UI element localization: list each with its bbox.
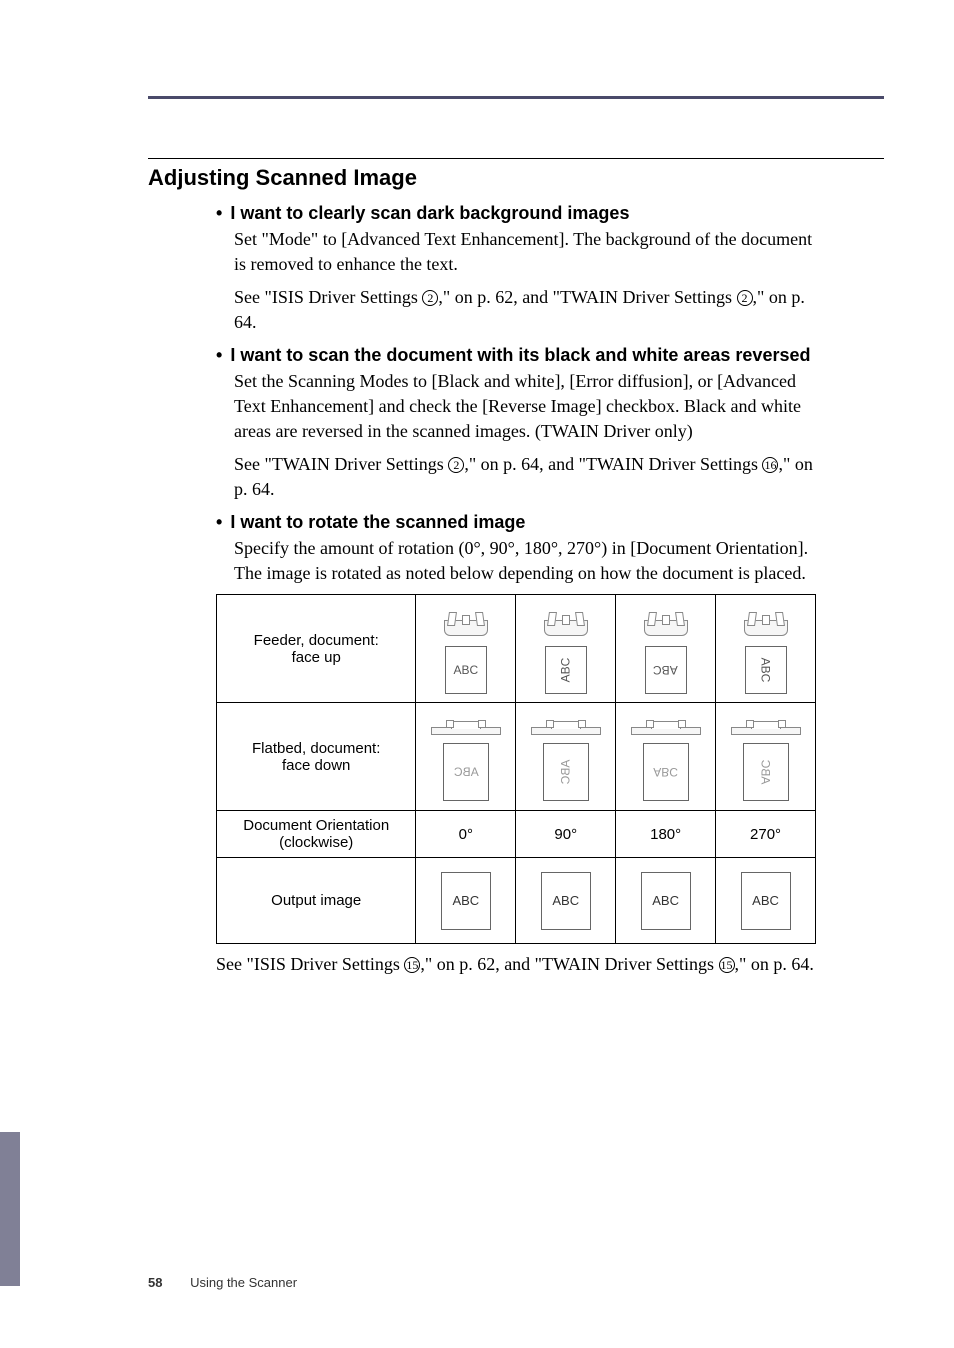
heading-rule	[148, 158, 884, 159]
angle-cell: 90°	[516, 811, 616, 858]
closing-ref: See "ISIS Driver Settings 15," on p. 62,…	[216, 952, 836, 977]
doc-sheet: ABC	[645, 646, 687, 694]
bullet-3-body: Specify the amount of rotation (0°, 90°,…	[234, 536, 816, 586]
row-label-orientation: Document Orientation (clockwise)	[217, 811, 416, 858]
table-row: Flatbed, document: face down ABC ABC ABC…	[217, 703, 816, 811]
circled-number-icon: 2	[422, 290, 438, 306]
bullet-dot: •	[216, 201, 222, 225]
circled-number-icon: 16	[762, 457, 778, 473]
feeder-icon	[638, 612, 694, 642]
ref-text: ," on p. 62, and "TWAIN Driver Settings	[438, 287, 736, 307]
circled-number-icon: 2	[737, 290, 753, 306]
doc-sheet: ABC	[543, 743, 589, 801]
output-cell: ABC	[516, 858, 616, 944]
page-footer: 58 Using the Scanner	[148, 1275, 297, 1290]
output-sheet: ABC	[641, 872, 691, 930]
output-sheet: ABC	[741, 872, 791, 930]
ref-text: See "ISIS Driver Settings	[234, 287, 422, 307]
angle-cell: 270°	[716, 811, 816, 858]
output-cell: ABC	[416, 858, 516, 944]
output-sheet: ABC	[541, 872, 591, 930]
table-row: Document Orientation (clockwise) 0° 90° …	[217, 811, 816, 858]
ref-text: ," on p. 64.	[735, 954, 814, 974]
flatbed-cell-270: ABC	[716, 703, 816, 811]
feeder-cell-270: ABC	[716, 595, 816, 703]
feeder-icon	[438, 612, 494, 642]
output-cell: ABC	[716, 858, 816, 944]
rotation-table: Feeder, document: face up ABC ABC ABC AB…	[216, 594, 816, 944]
angle-cell: 180°	[616, 811, 716, 858]
bullet-1-title: I want to clearly scan dark background i…	[230, 201, 629, 225]
row-label-feeder: Feeder, document: face up	[217, 595, 416, 703]
doc-sheet: ABC	[743, 743, 789, 801]
bullet-2-body: Set the Scanning Modes to [Black and whi…	[234, 369, 816, 444]
doc-sheet: ABC	[745, 646, 787, 694]
bullet-1-ref: See "ISIS Driver Settings 2," on p. 62, …	[234, 285, 816, 335]
flatbed-cell-180: ABC	[616, 703, 716, 811]
bullet-2: • I want to scan the document with its b…	[216, 343, 816, 502]
flatbed-cell-0: ABC	[416, 703, 516, 811]
flatbed-icon	[531, 721, 601, 737]
row-label-flatbed: Flatbed, document: face down	[217, 703, 416, 811]
top-rule	[148, 96, 884, 99]
flatbed-icon	[431, 721, 501, 737]
flatbed-icon	[731, 721, 801, 737]
feeder-icon	[738, 612, 794, 642]
footer-section: Using the Scanner	[190, 1275, 297, 1290]
angle-cell: 0°	[416, 811, 516, 858]
flatbed-cell-90: ABC	[516, 703, 616, 811]
bullet-2-ref: See "TWAIN Driver Settings 2," on p. 64,…	[234, 452, 816, 502]
output-cell: ABC	[616, 858, 716, 944]
ref-text: ," on p. 64, and "TWAIN Driver Settings	[464, 454, 762, 474]
main-content: Adjusting Scanned Image • I want to clea…	[148, 158, 884, 985]
feeder-cell-0: ABC	[416, 595, 516, 703]
output-sheet: ABC	[441, 872, 491, 930]
doc-sheet: ABC	[443, 743, 489, 801]
feeder-cell-90: ABC	[516, 595, 616, 703]
table-row: Output image ABC ABC ABC ABC	[217, 858, 816, 944]
side-tab	[0, 1132, 20, 1286]
ref-text: ," on p. 62, and "TWAIN Driver Settings	[420, 954, 718, 974]
table-row: Feeder, document: face up ABC ABC ABC AB…	[217, 595, 816, 703]
row-label-output: Output image	[217, 858, 416, 944]
circled-number-icon: 15	[719, 957, 735, 973]
page-number: 58	[148, 1275, 162, 1290]
doc-sheet: ABC	[445, 646, 487, 694]
bullet-2-title: I want to scan the document with its bla…	[230, 343, 810, 367]
circled-number-icon: 15	[404, 957, 420, 973]
feeder-icon	[538, 612, 594, 642]
bullet-1: • I want to clearly scan dark background…	[216, 201, 816, 335]
circled-number-icon: 2	[448, 457, 464, 473]
ref-text: See "ISIS Driver Settings	[216, 954, 404, 974]
bullet-1-body: Set "Mode" to [Advanced Text Enhancement…	[234, 227, 816, 277]
bullet-3-title: I want to rotate the scanned image	[230, 510, 525, 534]
ref-text: See "TWAIN Driver Settings	[234, 454, 448, 474]
doc-sheet: ABC	[545, 646, 587, 694]
flatbed-icon	[631, 721, 701, 737]
feeder-cell-180: ABC	[616, 595, 716, 703]
doc-sheet: ABC	[643, 743, 689, 801]
section-heading: Adjusting Scanned Image	[148, 165, 884, 191]
bullet-dot: •	[216, 510, 222, 534]
bullet-3: • I want to rotate the scanned image Spe…	[216, 510, 816, 586]
bullet-dot: •	[216, 343, 222, 367]
